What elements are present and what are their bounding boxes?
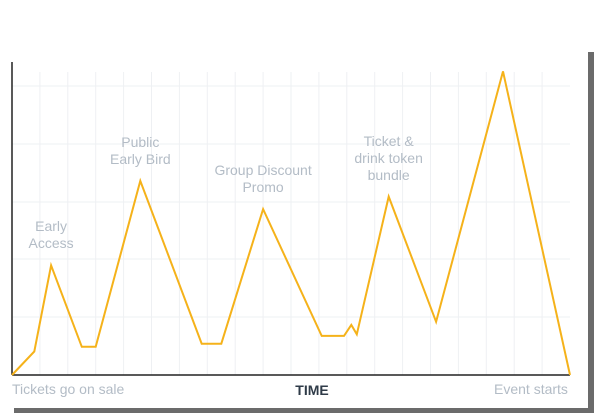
x-tick-start: Tickets go on sale [12,381,125,397]
x-tick-end: Event starts [494,381,568,397]
annotation-label: Group Discount Promo [214,162,312,196]
axes [11,62,570,376]
annotation-label: Early Access [28,218,74,252]
annotation-label: Ticket & drink token bundle [354,132,423,183]
x-axis-title: TIME [295,382,329,398]
series-layer [11,71,571,376]
annotation-label: Public Early Bird [109,133,171,167]
grid [12,72,570,375]
